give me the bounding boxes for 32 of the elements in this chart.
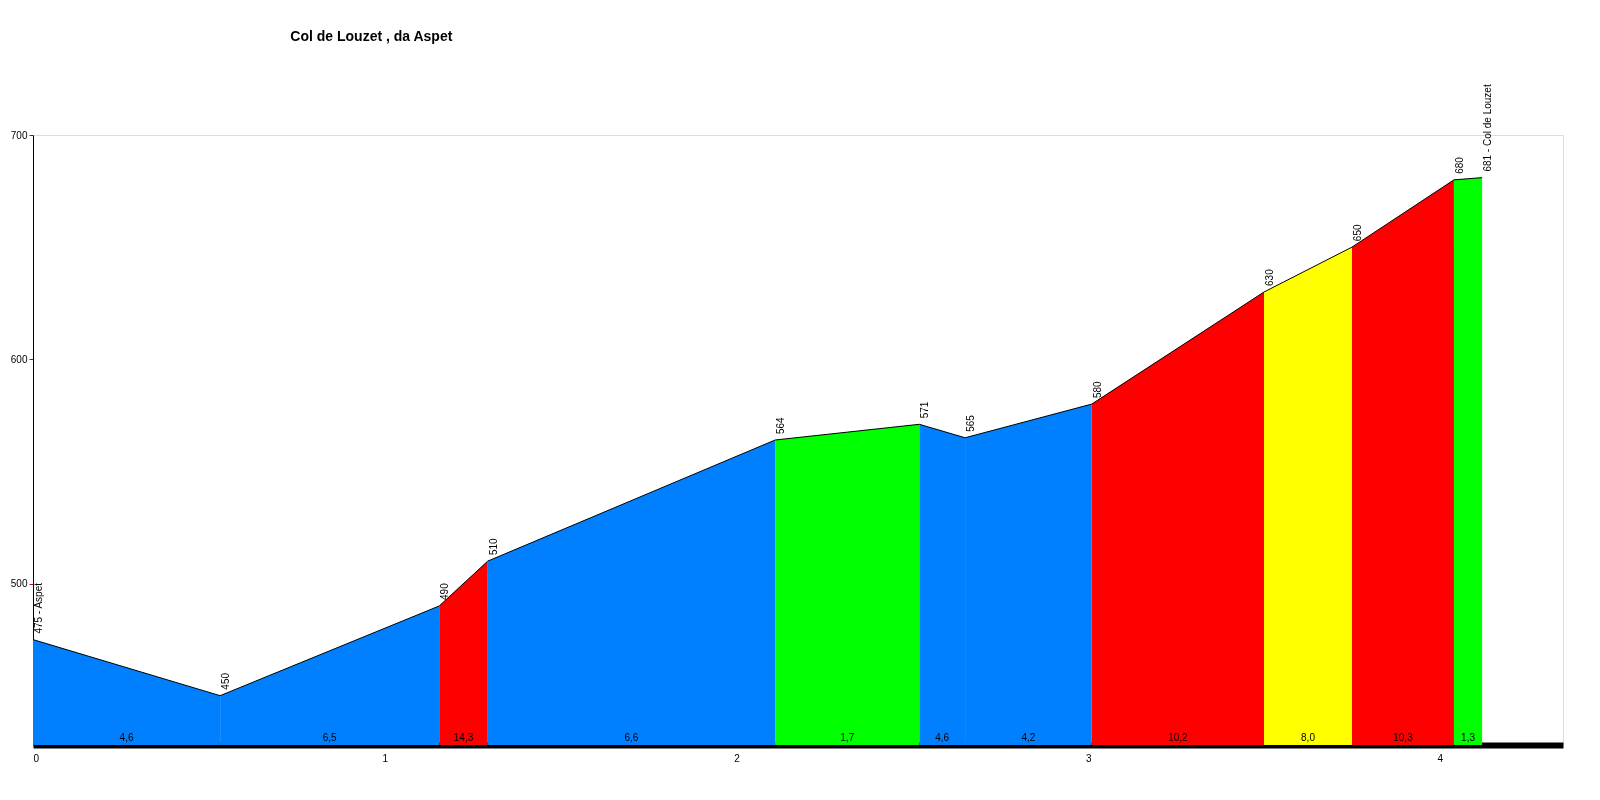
data-label: 450 (220, 672, 232, 690)
data-label: 571 (919, 401, 931, 419)
annotation: 14,3 (453, 732, 474, 743)
annotation: 8,0 (1301, 732, 1316, 743)
x-tick-label: 0 (33, 752, 40, 764)
x-tick-label: 1 (382, 752, 389, 764)
annotation: 10,2 (1168, 732, 1189, 743)
data-label: 475 - Aspet (33, 582, 44, 634)
chart-title: Col de Louzet , da Aspet (290, 28, 453, 45)
data-label: 564 (775, 416, 787, 434)
y-tick-label: 700 (10, 129, 28, 141)
x-tick-label: 3 (1085, 752, 1092, 764)
data-label: 510 (487, 537, 499, 556)
data-label: 650 (1351, 224, 1363, 242)
annotation: 1,7 (840, 732, 855, 743)
data-label: 681 - Col de Louzet (1482, 84, 1494, 172)
x-tick-label: 2 (734, 752, 741, 764)
data-label: 580 (1091, 380, 1103, 399)
annotation: 4,6 (935, 732, 950, 743)
annotation: 10,3 (1393, 732, 1414, 743)
annotation: 1,3 (1461, 732, 1476, 743)
data-label: 490 (439, 582, 451, 600)
data-label: 680 (1453, 156, 1465, 174)
y-tick-label: 600 (10, 353, 28, 365)
annotation: 6,6 (624, 732, 639, 743)
annotation: 4,2 (1021, 732, 1036, 743)
data-label: 630 (1264, 268, 1276, 286)
annotation: 6,5 (322, 732, 338, 743)
y-tick-label: 500 (10, 578, 28, 590)
data-label: 565 (965, 414, 977, 432)
x-tick-label: 4 (1437, 752, 1444, 764)
annotation: 4,6 (119, 732, 134, 743)
